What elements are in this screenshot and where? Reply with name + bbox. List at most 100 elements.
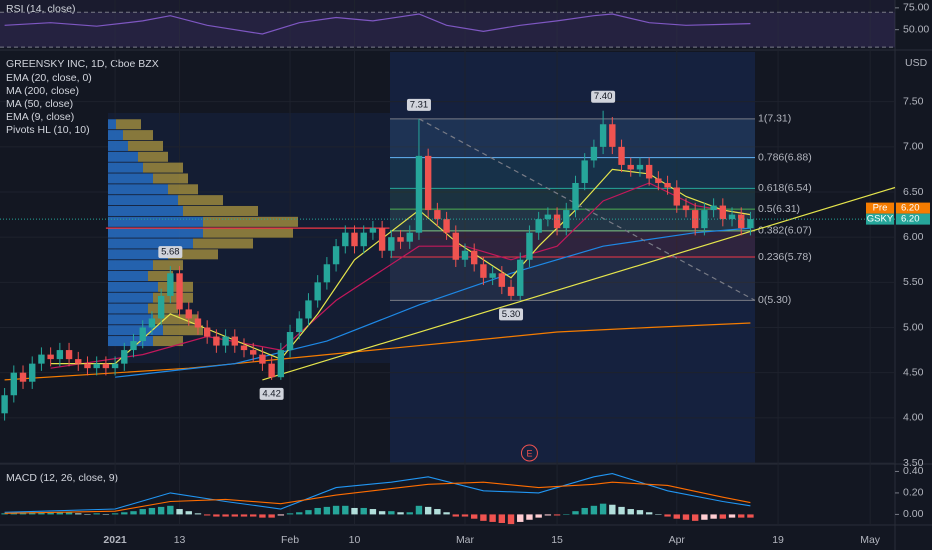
candle-body bbox=[176, 273, 183, 310]
macd-histogram-bar bbox=[93, 513, 100, 515]
candle-body bbox=[489, 273, 496, 278]
macd-histogram-bar bbox=[185, 511, 192, 515]
macd-histogram-bar bbox=[10, 513, 18, 515]
macd-histogram-bar bbox=[250, 514, 257, 517]
macd-histogram-bar bbox=[691, 514, 699, 521]
price-tag-name: Pre bbox=[873, 203, 888, 214]
volume-profile-up bbox=[108, 119, 116, 130]
macd-tick-label: 0.40 bbox=[903, 465, 924, 477]
y-tick-label: 7.50 bbox=[903, 95, 924, 107]
macd-histogram-bar bbox=[480, 514, 487, 521]
macd-histogram-bar bbox=[231, 514, 238, 517]
macd-histogram-bar bbox=[29, 512, 36, 515]
macd-histogram-bar bbox=[738, 514, 745, 518]
macd-histogram-bar bbox=[443, 512, 450, 515]
macd-histogram-bar bbox=[47, 512, 54, 515]
macd-histogram-bar bbox=[323, 506, 331, 515]
legend-entry: MA (50, close) bbox=[6, 98, 73, 110]
volume-profile-down bbox=[203, 216, 298, 227]
legend-entry: Pivots HL (10, 10) bbox=[6, 124, 90, 136]
volume-profile-up bbox=[108, 325, 163, 336]
volume-profile-up bbox=[108, 281, 158, 292]
candle-body bbox=[194, 318, 202, 328]
price-tag-bg bbox=[896, 213, 930, 225]
candle-body bbox=[47, 354, 54, 360]
volume-profile-down bbox=[123, 130, 153, 141]
macd-histogram-bar bbox=[627, 509, 634, 515]
price-tag-label: 6.20 bbox=[901, 214, 920, 225]
macd-histogram-bar bbox=[728, 514, 736, 518]
candle-body bbox=[415, 155, 423, 233]
macd-histogram-bar bbox=[296, 512, 303, 515]
candle-body bbox=[157, 295, 165, 319]
volume-profile-down bbox=[148, 271, 173, 282]
volume-profile-down bbox=[193, 238, 253, 249]
candle-body bbox=[38, 354, 45, 364]
macd-histogram-bar bbox=[682, 514, 690, 520]
macd-histogram-bar bbox=[535, 514, 542, 518]
volume-profile-up bbox=[108, 216, 203, 227]
macd-histogram-bar bbox=[609, 504, 616, 515]
macd-histogram-bar bbox=[360, 507, 367, 515]
price-tag-bg bbox=[896, 202, 930, 214]
candle-body bbox=[691, 210, 699, 229]
macd-histogram-bar bbox=[388, 511, 395, 515]
candle-body bbox=[682, 205, 690, 211]
volume-profile-down bbox=[168, 184, 198, 195]
pivot-marker bbox=[259, 387, 284, 400]
legend-entry: EMA (9, close) bbox=[6, 111, 74, 123]
volume-profile-down bbox=[163, 325, 203, 336]
candle-body bbox=[535, 219, 542, 233]
candle-body bbox=[111, 363, 119, 369]
macd-histogram-bar bbox=[102, 514, 110, 515]
y-tick-label: 4.00 bbox=[903, 412, 924, 424]
macd-histogram-bar bbox=[130, 511, 137, 515]
candle-body bbox=[65, 350, 73, 360]
candle-body bbox=[296, 318, 303, 333]
candle-body bbox=[553, 214, 561, 229]
candle-body bbox=[738, 214, 745, 229]
volume-profile-up bbox=[108, 271, 148, 282]
volume-profile-down bbox=[168, 249, 218, 260]
volume-profile-down bbox=[183, 205, 258, 216]
macd-histogram-bar bbox=[461, 514, 469, 517]
y-tick-label: 6.00 bbox=[903, 231, 924, 243]
macd-histogram-bar bbox=[544, 514, 552, 516]
price-tag-label: 6.20 bbox=[901, 203, 920, 214]
volume-profile-up bbox=[108, 173, 153, 184]
macd-histogram-bar bbox=[84, 514, 91, 515]
candle-body bbox=[203, 327, 211, 337]
candle-body bbox=[369, 228, 377, 233]
fib-band bbox=[390, 209, 755, 231]
candle-body bbox=[268, 363, 275, 378]
moving-average bbox=[115, 227, 751, 378]
volume-profile-down bbox=[153, 260, 183, 271]
candle-body bbox=[424, 155, 432, 211]
macd-histogram-bar bbox=[553, 514, 561, 516]
legend-entry: MA (200, close) bbox=[6, 85, 79, 97]
volume-profile-up bbox=[108, 130, 123, 141]
fib-label: 0.618(6.54) bbox=[758, 182, 812, 194]
candle-body bbox=[480, 264, 487, 278]
candle-body bbox=[645, 164, 653, 179]
candle-body bbox=[167, 273, 174, 296]
macd-histogram-bar bbox=[65, 512, 73, 515]
fib-band bbox=[390, 230, 755, 258]
fib-label: 1(7.31) bbox=[758, 113, 791, 125]
volume-profile-down bbox=[143, 162, 183, 173]
macd-histogram-bar bbox=[369, 509, 377, 515]
macd-histogram-bar bbox=[277, 514, 285, 516]
macd-histogram-bar bbox=[240, 514, 248, 517]
candle-body bbox=[259, 354, 266, 364]
macd-histogram-bar bbox=[406, 512, 413, 515]
volume-profile-down bbox=[116, 119, 141, 130]
volume-profile-down bbox=[138, 151, 168, 162]
x-tick-label: Apr bbox=[669, 534, 686, 546]
x-tick-label: May bbox=[860, 534, 881, 546]
candle-body bbox=[250, 350, 257, 355]
volume-profile-up bbox=[108, 184, 168, 195]
macd-histogram-bar bbox=[38, 512, 45, 515]
candle-body bbox=[102, 363, 110, 369]
macd-histogram-bar bbox=[1, 513, 8, 515]
macd-histogram-bar bbox=[507, 514, 515, 525]
